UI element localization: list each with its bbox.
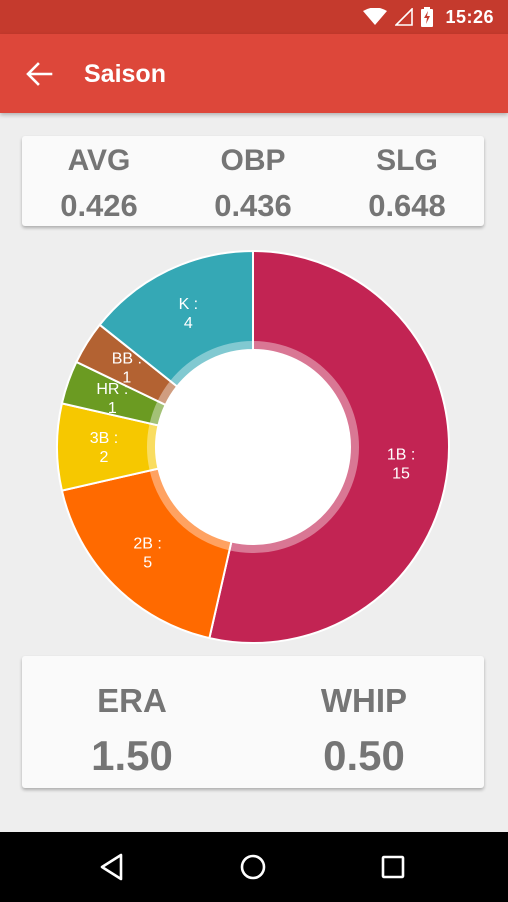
- battery-charging-icon: [421, 7, 434, 27]
- obp-value: 0.436: [214, 188, 292, 223]
- pie-center-hole: [156, 350, 350, 544]
- pie-inner-band-k: [170, 341, 253, 387]
- status-bar: 15:26: [0, 0, 508, 34]
- wifi-icon: [363, 8, 388, 25]
- pie-label-3b: 3B :2: [90, 430, 118, 466]
- page-title: Saison: [84, 60, 166, 88]
- obp-stat: OBP 0.436: [188, 144, 318, 224]
- pie-label-2b: 2B :5: [133, 535, 161, 571]
- signal-icon: [395, 8, 414, 26]
- whip-label: WHIP: [320, 682, 408, 719]
- avg-stat: AVG 0.426: [34, 144, 164, 224]
- pie-label-bb: BB :1: [112, 351, 142, 387]
- status-time: 15:26: [445, 6, 494, 27]
- obp-label: OBP: [220, 144, 286, 177]
- arrow-back-icon[interactable]: [24, 60, 54, 88]
- whip-stat: WHIP 0.50: [284, 682, 444, 780]
- pie-inner-band-2b: [149, 468, 232, 551]
- slg-label: SLG: [376, 144, 438, 177]
- batting-stats-card: AVG 0.426 OBP 0.436 SLG 0.648: [22, 136, 484, 226]
- pie-inner-band-3b: [147, 423, 159, 471]
- hit-distribution-chart: 1B :15 2B :5 3B :2 HR :1BB :1 K :4: [56, 249, 450, 644]
- pie-label-1b: 1B :15: [387, 447, 415, 483]
- home-circle-icon[interactable]: [236, 850, 270, 884]
- navigation-bar: [0, 832, 508, 902]
- avg-label: AVG: [67, 144, 131, 177]
- pie-inner-band-hr: [149, 401, 166, 426]
- pitching-stats-card: ERA 1.50 WHIP 0.50: [22, 656, 484, 788]
- era-stat: ERA 1.50: [52, 682, 212, 780]
- era-label: ERA: [97, 682, 167, 719]
- pie-label-k: K :4: [179, 296, 199, 332]
- era-value: 1.50: [91, 732, 173, 779]
- slg-value: 0.648: [368, 188, 446, 223]
- app-bar: Saison: [0, 34, 508, 113]
- status-icons: 15:26: [363, 6, 494, 28]
- back-triangle-icon[interactable]: [96, 850, 130, 884]
- whip-value: 0.50: [323, 732, 405, 779]
- pie-inner-band-bb: [157, 380, 178, 405]
- avg-value: 0.426: [60, 188, 138, 223]
- slg-stat: SLG 0.648: [342, 144, 472, 224]
- recents-square-icon[interactable]: [376, 850, 410, 884]
- pie-label-hr: HR :1: [96, 381, 128, 417]
